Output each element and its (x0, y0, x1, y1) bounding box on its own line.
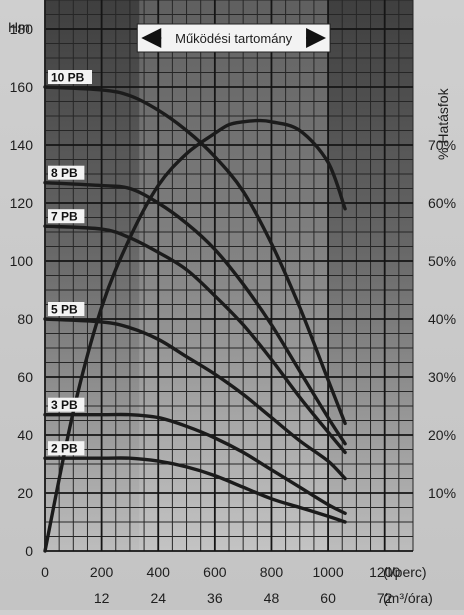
head-curve-6 (43, 456, 347, 524)
series-label-box (48, 70, 92, 84)
head-curve-2 (43, 181, 347, 446)
series-label: 5 PB (48, 302, 85, 317)
series-label-text: 5 PB (51, 303, 78, 317)
x-axis-unit: (l/perc) (383, 564, 427, 580)
y-tick-label: 40 (17, 427, 33, 443)
x2-tick-label: 60 (320, 590, 336, 606)
x-tick-label: 200 (90, 564, 114, 580)
x2-tick-label: 72 (377, 590, 393, 606)
grid-minor (45, 0, 414, 551)
series-label: 8 PB (48, 165, 85, 180)
x2-axis-unit: (m³/óra) (383, 590, 433, 606)
y2-tick-label: 40% (428, 311, 456, 327)
operating-range-label: Működési tartomány (175, 31, 293, 46)
x2-tick-label: 36 (207, 590, 223, 606)
x2-tick-label: 48 (264, 590, 280, 606)
y-tick-label: 160 (10, 79, 34, 95)
operating-range-banner: Működési tartomány (136, 23, 331, 53)
series-label-box (48, 397, 85, 412)
x2-axis-ticks: 12 24 36 48 60 72 (94, 590, 393, 606)
series-label: 3 PB (48, 397, 85, 412)
head-curve-3 (43, 224, 347, 455)
series-label-text: 10 PB (51, 71, 85, 85)
y-tick-label: 0 (25, 543, 33, 559)
y2-tick-label: 30% (428, 369, 456, 385)
y-tick-label: 140 (10, 137, 34, 153)
y-axis-unit: Hm (8, 19, 30, 35)
series-label-box (48, 209, 85, 224)
series-label-box (48, 165, 85, 180)
head-curve-4 (43, 317, 347, 481)
efficiency-curve (43, 118, 347, 553)
series-label: 2 PB (48, 441, 85, 456)
y-tick-label: 180 (10, 21, 34, 37)
series-label: 10 PB (48, 70, 92, 85)
series-labels: 10 PB 8 PB 7 PB 5 PB 3 PB 2 PB (48, 70, 92, 456)
x-tick-label: 0 (41, 564, 49, 580)
head-curves (43, 85, 347, 524)
y2-tick-label: 50% (428, 253, 456, 269)
y2-tick-label: 10% (428, 485, 456, 501)
series-label-box (48, 441, 85, 456)
y-tick-label: 100 (10, 253, 34, 269)
series-label-box (48, 302, 85, 316)
series-label: 7 PB (48, 209, 85, 224)
series-label-text: 7 PB (51, 210, 78, 224)
head-curve-5 (43, 412, 347, 515)
y-axis-ticks: 0 20 40 60 80 100 120 140 160 180 (10, 21, 34, 559)
y2-axis-ticks: 10% 20% 30% 40% 50% 60% 70% (428, 137, 456, 501)
x-tick-label: 600 (203, 564, 227, 580)
x2-tick-label: 12 (94, 590, 110, 606)
x-tick-label: 400 (147, 564, 171, 580)
x2-tick-label: 24 (150, 590, 166, 606)
y2-axis-label: % Hatásfok (435, 87, 451, 160)
x-tick-label: 1000 (312, 564, 343, 580)
series-label-text: 8 PB (51, 166, 78, 180)
x-axis-ticks: 0 200 400 600 800 1000 1200 (41, 564, 400, 580)
y-tick-label: 120 (10, 195, 34, 211)
efficiency-curve-group (43, 118, 347, 553)
head-curve-1 (43, 85, 347, 426)
y2-tick-label: 70% (428, 137, 456, 153)
y-tick-label: 20 (17, 485, 33, 501)
y-tick-label: 80 (17, 311, 33, 327)
x-tick-label: 1200 (369, 564, 400, 580)
y-tick-label: 60 (17, 369, 33, 385)
operating-range-box (136, 23, 331, 53)
y2-tick-label: 60% (428, 195, 456, 211)
series-label-text: 2 PB (51, 442, 78, 456)
y2-tick-label: 20% (428, 427, 456, 443)
x-tick-label: 800 (260, 564, 284, 580)
series-label-text: 3 PB (51, 398, 78, 412)
